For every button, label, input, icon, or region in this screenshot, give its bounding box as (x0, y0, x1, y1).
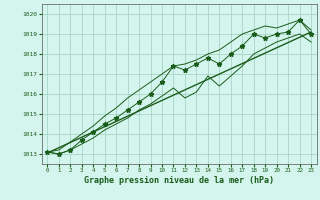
X-axis label: Graphe pression niveau de la mer (hPa): Graphe pression niveau de la mer (hPa) (84, 176, 274, 185)
